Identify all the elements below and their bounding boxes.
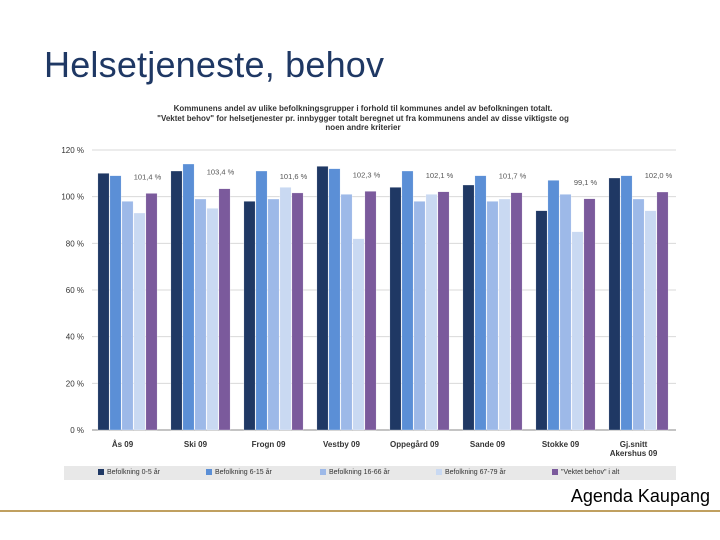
- x-tick-label: Frogn 09: [252, 440, 286, 449]
- x-tick-label: Akershus 09: [610, 449, 658, 458]
- bar: [413, 201, 426, 431]
- legend-item-4: "Vektet behov" i alt: [552, 469, 619, 476]
- bar: [535, 210, 548, 431]
- bar: [462, 184, 475, 431]
- chart-title-line-1: Kommunens andel av ulike befolkningsgrup…: [173, 104, 553, 113]
- legend-label-3: Befolkning 67-79 år: [445, 469, 506, 476]
- chart-legend: Befolkning 0-5 år Befolkning 6-15 år Bef…: [64, 466, 676, 480]
- legend-label-4: "Vektet behov" i alt: [561, 469, 620, 476]
- data-label: 102,3 %: [353, 170, 381, 179]
- bar: [632, 198, 645, 431]
- bar: [291, 192, 304, 431]
- bar: [547, 180, 560, 431]
- y-tick-label: 60 %: [66, 286, 84, 295]
- bar: [583, 198, 596, 431]
- data-label: 101,4 %: [134, 172, 162, 181]
- data-label: 102,1 %: [426, 171, 454, 180]
- legend-item-0: Befolkning 0-5 år: [98, 469, 160, 476]
- data-label: 101,7 %: [499, 172, 527, 181]
- bar: [437, 191, 450, 431]
- bar: [644, 210, 657, 431]
- legend-swatch-0: [98, 469, 104, 476]
- chart-title: Kommunens andel av ulike befolkningsgrup…: [128, 104, 598, 133]
- bar: [620, 175, 633, 431]
- x-tick-label: Sande 09: [470, 440, 506, 449]
- data-label: 102,0 %: [645, 171, 673, 180]
- footer-divider: [0, 510, 720, 512]
- bar: [316, 166, 329, 431]
- x-tick-label: Stokke 09: [542, 440, 580, 449]
- bar: [364, 191, 377, 431]
- legend-swatch-4: [552, 469, 558, 476]
- chart-title-line-3: noen andre kriterier: [325, 123, 401, 132]
- bar: [206, 208, 219, 431]
- bar: [243, 201, 256, 431]
- bar: [194, 198, 207, 431]
- footer-text: Agenda Kaupang: [570, 486, 710, 506]
- y-tick-label: 120 %: [61, 146, 84, 155]
- bar: [486, 201, 499, 431]
- bar: [279, 187, 292, 431]
- y-tick-label: 100 %: [61, 193, 84, 202]
- bar: [510, 192, 523, 431]
- chart-title-line-2: "Vektet behov" for helsetjenester pr. in…: [157, 113, 569, 123]
- bar: [389, 187, 402, 431]
- data-label: 101,6 %: [280, 172, 308, 181]
- bar: [255, 170, 268, 431]
- legend-swatch-2: [320, 469, 326, 476]
- y-tick-label: 0 %: [70, 426, 84, 435]
- legend-item-1: Befolkning 6-15 år: [206, 469, 272, 476]
- bar: [474, 175, 487, 431]
- slide-title: Helsetjeneste, behov: [44, 44, 385, 85]
- bar: [328, 168, 341, 431]
- y-tick-label: 20 %: [66, 379, 84, 388]
- bar: [571, 231, 584, 431]
- legend-label-2: Befolkning 16-66 år: [329, 469, 390, 476]
- legend-item-3: Befolkning 67-79 år: [436, 469, 506, 476]
- y-tick-label: 40 %: [66, 333, 84, 342]
- bar: [559, 194, 572, 431]
- x-tick-label: Ski 09: [184, 440, 208, 449]
- bar: [352, 238, 365, 431]
- legend-label-1: Befolkning 6-15 år: [215, 469, 272, 476]
- bar: [401, 170, 414, 431]
- legend-swatch-1: [206, 469, 212, 476]
- data-label: 99,1 %: [574, 178, 598, 187]
- x-tick-label: Gj.snitt: [620, 440, 648, 449]
- data-label: 103,4 %: [207, 168, 235, 177]
- bar: [97, 173, 110, 431]
- bar: [109, 175, 122, 431]
- bar: [340, 194, 353, 431]
- bar: [133, 212, 146, 431]
- bar: [656, 191, 669, 431]
- x-tick-label: Ås 09: [112, 440, 134, 449]
- bar: [182, 163, 195, 431]
- legend-swatch-3: [436, 469, 442, 476]
- bar: [218, 188, 231, 431]
- bar: [267, 198, 280, 431]
- y-tick-label: 80 %: [66, 239, 84, 248]
- legend-label-0: Befolkning 0-5 år: [107, 469, 160, 476]
- bar: [170, 170, 183, 431]
- bar: [121, 201, 134, 431]
- legend-item-2: Befolkning 16-66 år: [320, 469, 390, 476]
- bar: [498, 198, 511, 431]
- x-tick-label: Vestby 09: [323, 440, 360, 449]
- bar: [145, 193, 158, 431]
- bar: [608, 177, 621, 431]
- x-tick-label: Oppegård 09: [390, 440, 439, 449]
- bar: [425, 194, 438, 431]
